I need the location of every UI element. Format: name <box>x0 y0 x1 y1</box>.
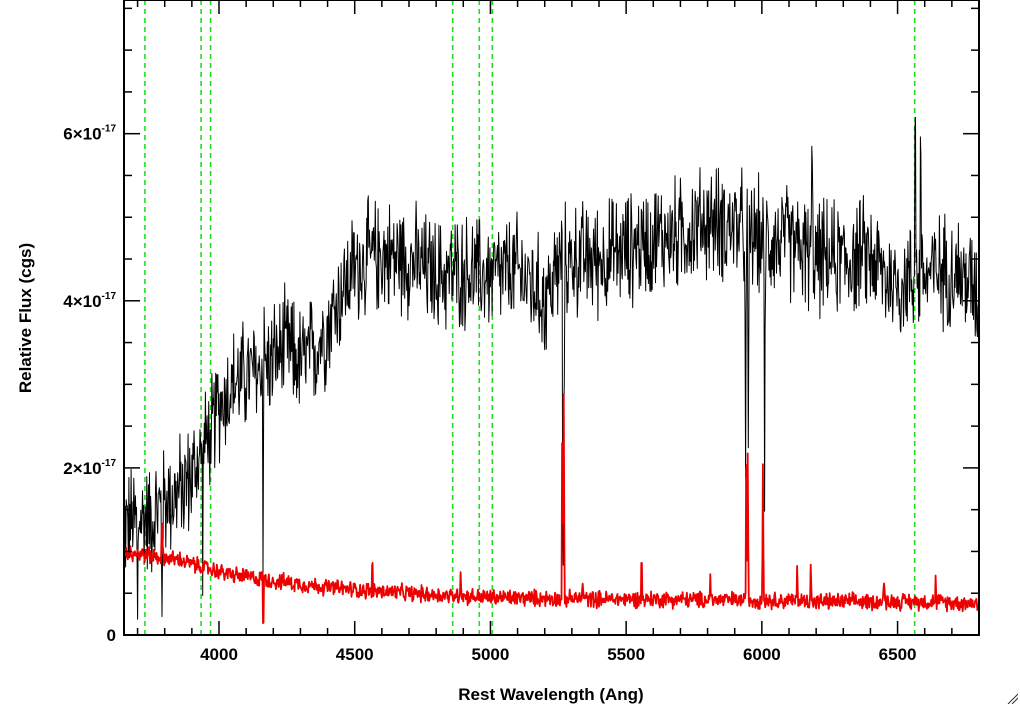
x-tick-label: 5000 <box>472 645 510 664</box>
spectrum-series-line <box>123 116 980 620</box>
y-axis: 0 2×10-17 4×10-17 6×10-17 <box>63 7 979 645</box>
y-tick-label: 0 <box>107 626 116 645</box>
x-tick-label: 6500 <box>879 645 917 664</box>
series-layer <box>123 116 980 624</box>
x-axis: 4000 4500 5000 5500 6000 6500 <box>136 0 980 664</box>
x-tick-label: 4000 <box>200 645 238 664</box>
x-tick-label: 5500 <box>607 645 645 664</box>
x-tick-label: 4500 <box>336 645 374 664</box>
noise-series-line <box>123 393 980 624</box>
y-axis-title: Relative Flux (cgs) <box>16 243 35 393</box>
plot-frame <box>123 0 980 636</box>
y-tick-label: 2×10-17 <box>63 458 116 478</box>
y-tick-label: 6×10-17 <box>63 124 116 144</box>
x-axis-title: Rest Wavelength (Ang) <box>458 685 643 704</box>
reference-lines <box>144 0 916 635</box>
plot-border <box>123 0 980 636</box>
resize-grip-icon[interactable] <box>1006 692 1018 704</box>
y-tick-label: 4×10-17 <box>63 291 116 311</box>
x-tick-label: 6000 <box>743 645 781 664</box>
